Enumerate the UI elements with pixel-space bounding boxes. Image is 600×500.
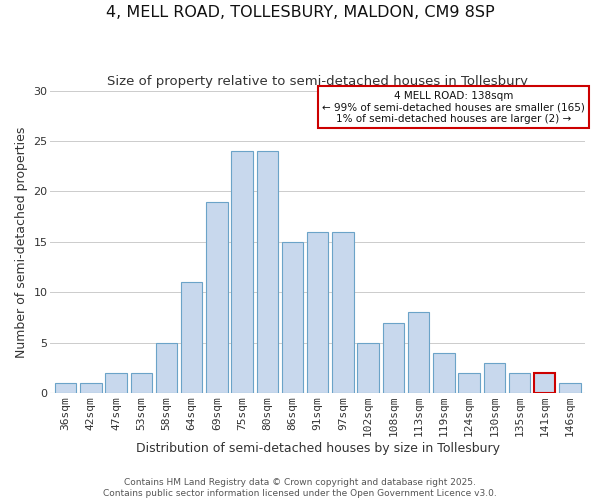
Bar: [383, 322, 404, 393]
Bar: [458, 373, 480, 393]
Bar: [559, 383, 581, 393]
Bar: [332, 232, 353, 393]
Bar: [156, 342, 177, 393]
Bar: [206, 202, 227, 393]
Bar: [257, 151, 278, 393]
Bar: [534, 373, 556, 393]
Bar: [408, 312, 430, 393]
Bar: [131, 373, 152, 393]
Bar: [181, 282, 202, 393]
Title: Size of property relative to semi-detached houses in Tollesbury: Size of property relative to semi-detach…: [107, 75, 528, 88]
Y-axis label: Number of semi-detached properties: Number of semi-detached properties: [15, 126, 28, 358]
Text: Contains HM Land Registry data © Crown copyright and database right 2025.
Contai: Contains HM Land Registry data © Crown c…: [103, 478, 497, 498]
Bar: [484, 363, 505, 393]
Text: 4, MELL ROAD, TOLLESBURY, MALDON, CM9 8SP: 4, MELL ROAD, TOLLESBURY, MALDON, CM9 8S…: [106, 5, 494, 20]
Bar: [282, 242, 303, 393]
Bar: [358, 342, 379, 393]
Bar: [433, 353, 455, 393]
Text: 4 MELL ROAD: 138sqm
← 99% of semi-detached houses are smaller (165)
1% of semi-d: 4 MELL ROAD: 138sqm ← 99% of semi-detach…: [322, 90, 585, 124]
Bar: [509, 373, 530, 393]
Bar: [105, 373, 127, 393]
Bar: [232, 151, 253, 393]
Bar: [307, 232, 328, 393]
Bar: [55, 383, 76, 393]
Bar: [80, 383, 101, 393]
X-axis label: Distribution of semi-detached houses by size in Tollesbury: Distribution of semi-detached houses by …: [136, 442, 500, 455]
